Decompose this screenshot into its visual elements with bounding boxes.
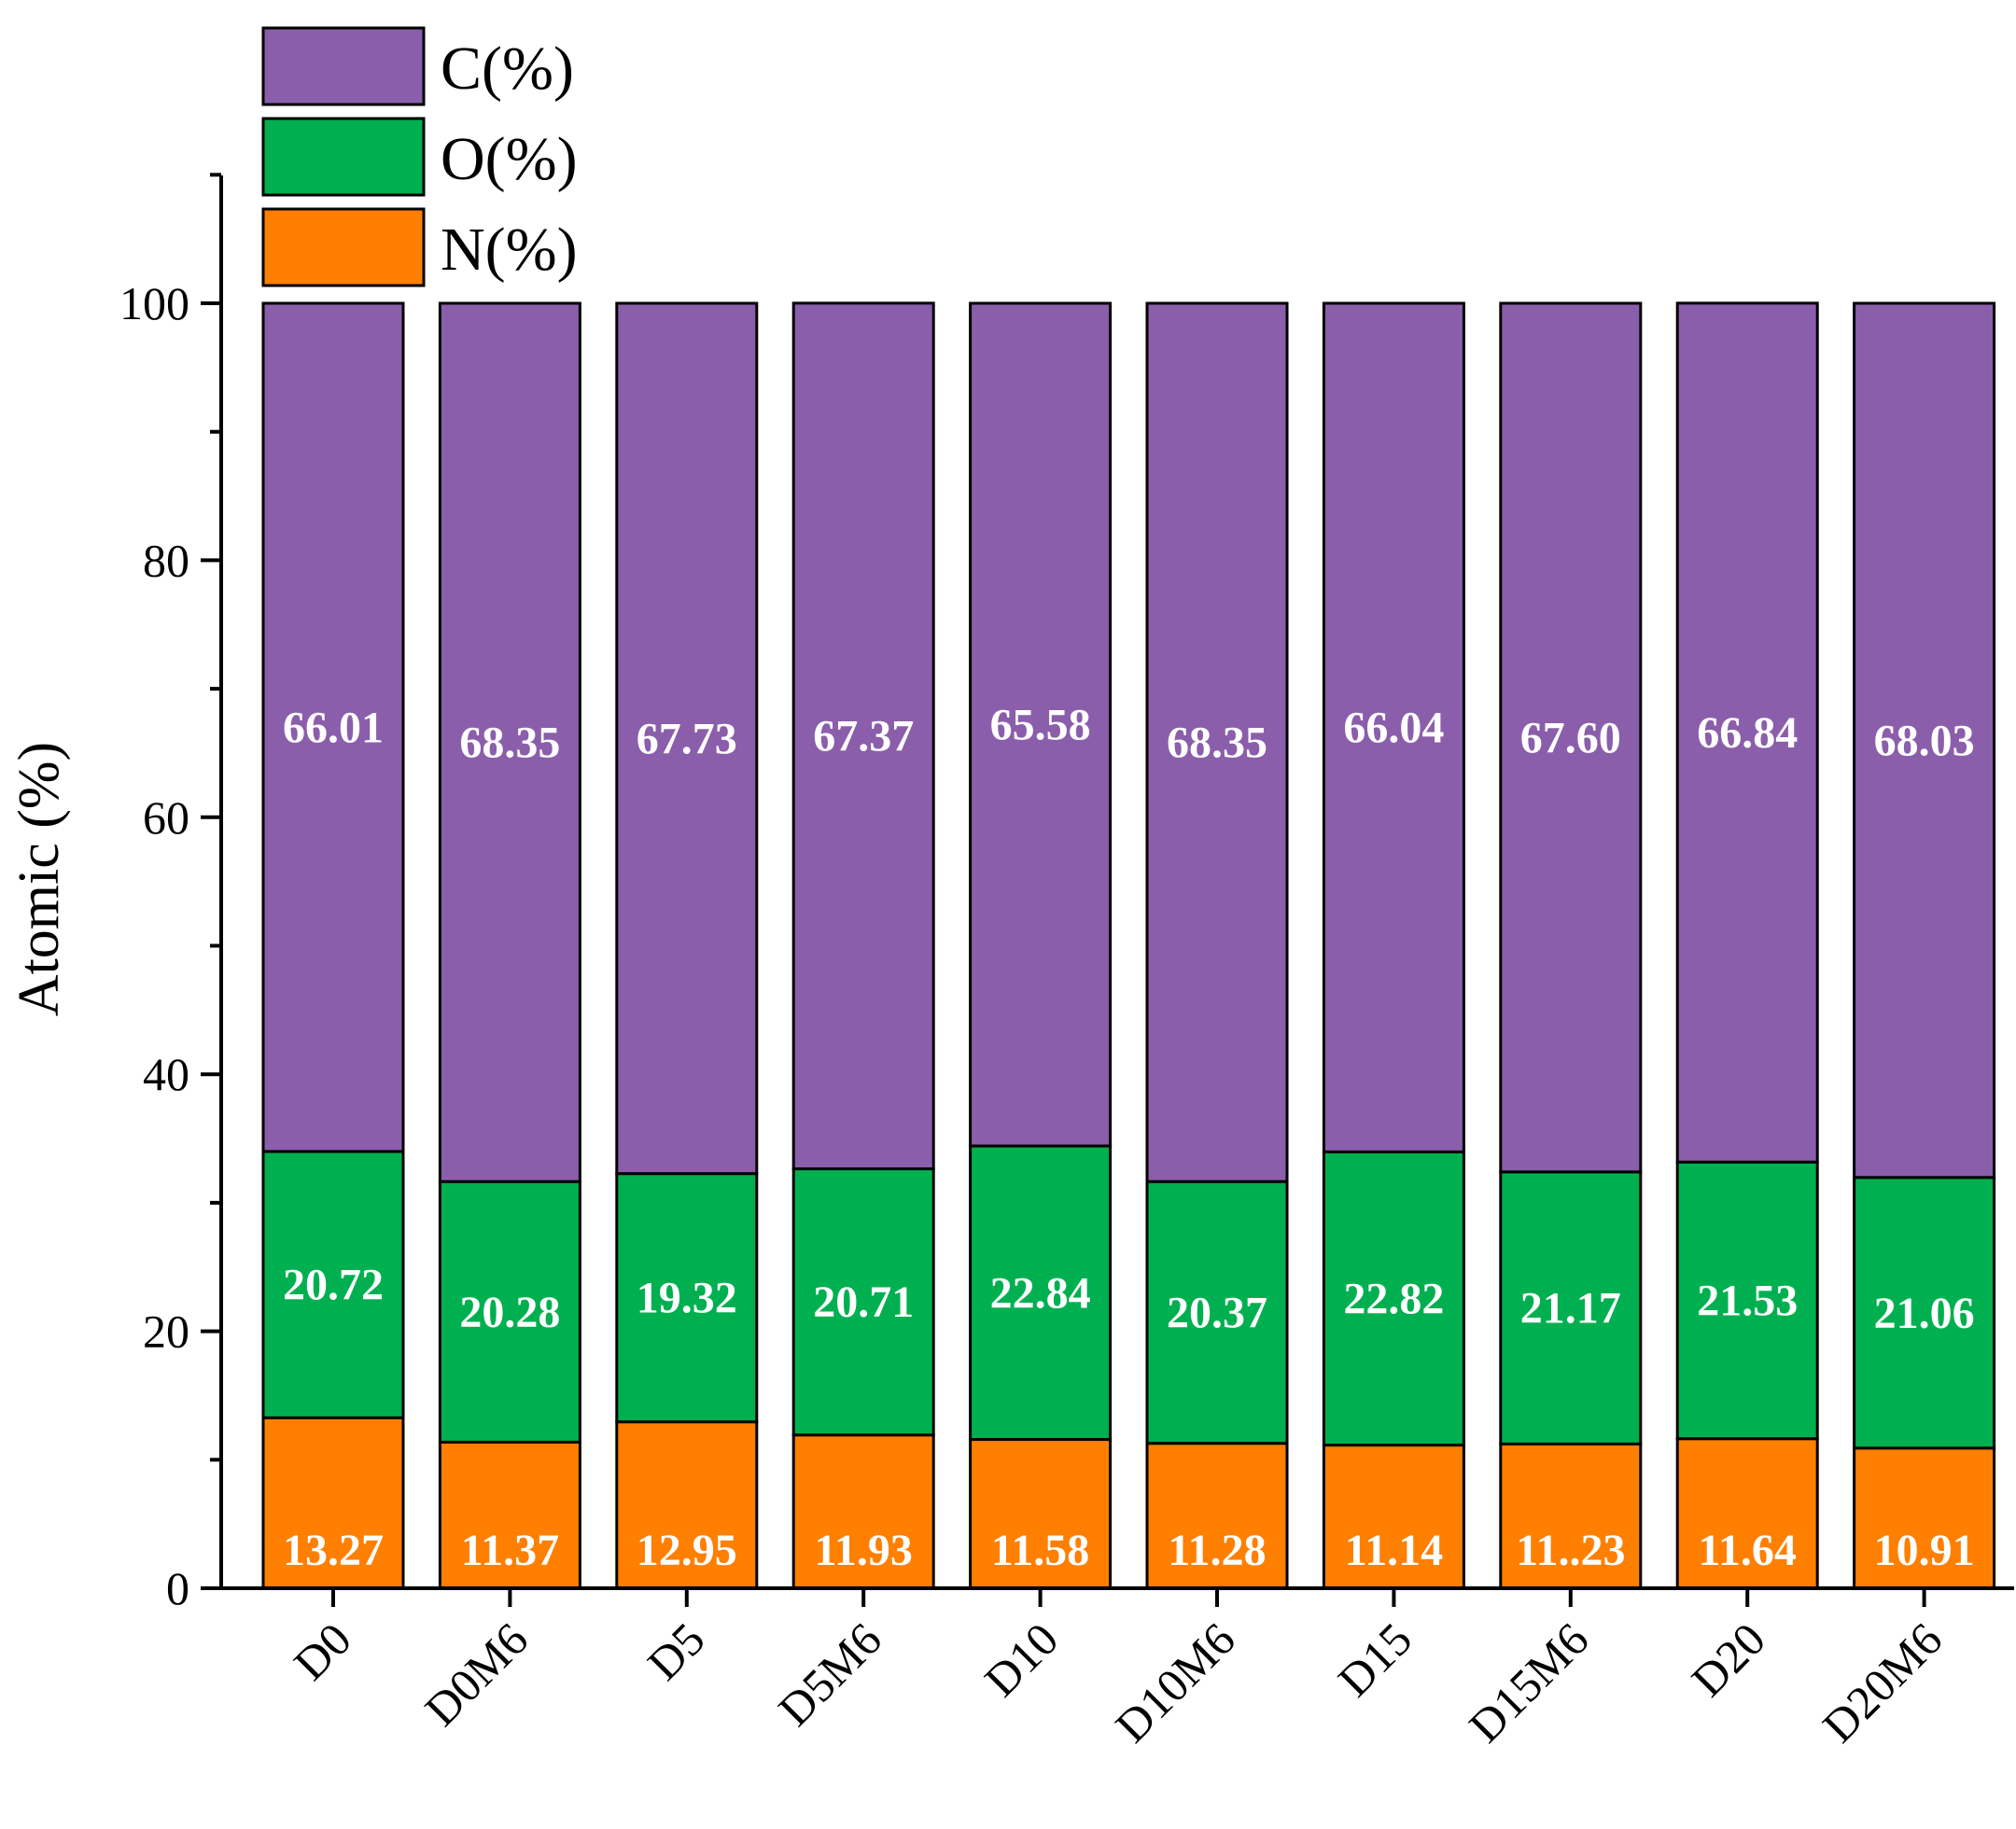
bar-o-d0m6 (438, 1180, 581, 1444)
bar-o-d15 (1322, 1150, 1465, 1447)
data-label-n-d20m6: 10.91 (1874, 1526, 1975, 1575)
data-label-c-d20: 66.84 (1697, 708, 1798, 758)
legend-label-o: O(%) (441, 125, 578, 193)
data-label-n-d0m6: 11.37 (461, 1526, 559, 1575)
legend-swatch-o (261, 117, 426, 197)
bar-n-d5m6 (791, 1433, 935, 1590)
data-label-o-d0: 20.72 (283, 1261, 384, 1310)
bar-o-d10m6 (1145, 1180, 1289, 1445)
data-label-c-d0m6: 68.35 (459, 719, 560, 768)
x-tick-label-d5m6: D5M6 (768, 1613, 891, 1736)
bar-c-d20m6 (1853, 301, 1996, 1180)
data-label-o-d0m6: 20.28 (459, 1288, 560, 1337)
data-label-n-d15: 11.14 (1345, 1526, 1443, 1575)
data-label-n-d0: 13.27 (283, 1526, 384, 1575)
y-tick-label-100: 100 (119, 277, 189, 329)
data-label-c-d10: 65.58 (990, 701, 1091, 750)
bar-c-d20 (1675, 301, 1819, 1164)
bar-o-d15m6 (1499, 1170, 1643, 1445)
y-axis-title: Atomic (%) (7, 742, 71, 1016)
data-label-o-d15: 22.82 (1343, 1274, 1444, 1323)
bar-c-d15m6 (1499, 301, 1643, 1174)
y-tick-label-20: 20 (143, 1305, 189, 1358)
bar-c-d0m6 (438, 301, 581, 1183)
data-label-c-d10m6: 68.35 (1167, 719, 1267, 768)
bars-layer: 13.27 20.72 66.01 11.37 20.28 68.35 12.95 19.32… (261, 301, 1996, 1590)
x-tick-label-d5: D5 (637, 1613, 715, 1690)
data-label-n-d10m6: 11.28 (1168, 1526, 1266, 1575)
bar-o-d5 (615, 1172, 759, 1424)
bar-n-d20 (1675, 1437, 1819, 1590)
y-tick-label-60: 60 (143, 791, 189, 844)
x-tick-label-d0: D0 (284, 1613, 361, 1690)
bar-o-d0 (261, 1150, 405, 1419)
data-label-n-d5m6: 11.93 (815, 1526, 913, 1575)
y-tick-label-80: 80 (143, 534, 189, 586)
data-label-c-d15m6: 67.60 (1520, 713, 1621, 762)
data-label-n-d20: 11.64 (1699, 1526, 1797, 1575)
legend: C(%) O(%) N(%) (261, 26, 578, 287)
data-label-o-d5m6: 20.71 (813, 1278, 914, 1327)
data-label-o-d20m6: 21.06 (1874, 1289, 1975, 1338)
x-tick-label-d10m6: D10M6 (1105, 1613, 1245, 1752)
data-label-o-d15m6: 21.17 (1520, 1284, 1621, 1333)
bar-o-d20m6 (1853, 1176, 1996, 1450)
legend-label-n: N(%) (441, 216, 578, 284)
x-tick-label-d15: D15 (1328, 1613, 1421, 1706)
data-label-o-d5: 19.32 (637, 1274, 737, 1323)
bar-o-d20 (1675, 1160, 1819, 1441)
bar-n-d0 (261, 1416, 405, 1590)
data-label-n-d5: 12.95 (637, 1526, 737, 1575)
x-tick-label-d0m6: D0M6 (414, 1613, 538, 1736)
legend-swatch-c (261, 26, 426, 106)
bar-n-d10m6 (1145, 1442, 1289, 1590)
bar-n-d0m6 (438, 1440, 581, 1590)
legend-swatch-n (261, 207, 426, 287)
bar-n-d20m6 (1853, 1446, 1996, 1590)
bar-c-d5 (615, 301, 759, 1176)
x-tick-label-d15m6: D15M6 (1459, 1613, 1599, 1752)
bar-o-d5m6 (791, 1167, 935, 1437)
data-label-c-d15: 66.04 (1343, 704, 1444, 753)
bar-c-d15 (1322, 301, 1465, 1153)
y-tick-label-40: 40 (143, 1048, 189, 1100)
x-tick-label-d10: D10 (974, 1613, 1068, 1706)
data-label-o-d10m6: 20.37 (1167, 1288, 1267, 1337)
bar-c-d5m6 (791, 301, 935, 1171)
y-tick-label-0: 0 (166, 1562, 189, 1614)
bar-c-d0 (261, 301, 405, 1153)
x-tick-label-d20: D20 (1681, 1613, 1774, 1706)
data-label-o-d20: 21.53 (1697, 1276, 1798, 1325)
data-label-c-d20m6: 68.03 (1874, 716, 1975, 765)
legend-label-c: C(%) (441, 35, 574, 103)
data-label-c-d0: 66.01 (283, 703, 384, 752)
data-label-c-d5: 67.73 (637, 714, 737, 763)
data-label-c-d5m6: 67.37 (813, 712, 914, 761)
data-label-n-d10: 11.58 (991, 1526, 1089, 1575)
bar-c-d10 (969, 301, 1113, 1148)
bar-c-d10m6 (1145, 301, 1289, 1183)
x-tick-label-d20m6: D20M6 (1813, 1613, 1953, 1752)
data-label-o-d10: 22.84 (990, 1268, 1091, 1318)
data-label-n-d15m6: 11..23 (1516, 1526, 1625, 1575)
bar-n-d15 (1322, 1444, 1465, 1590)
